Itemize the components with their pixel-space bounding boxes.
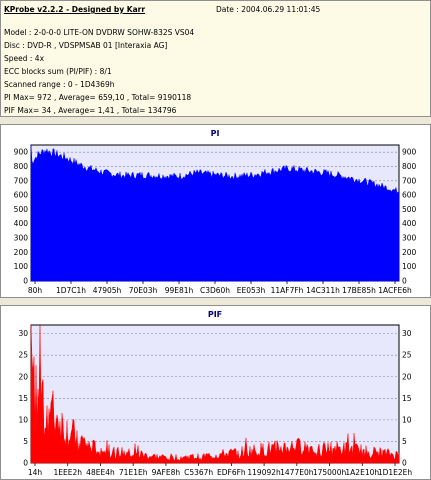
x-tick-label: 14C311h <box>306 286 340 295</box>
drive-model: Model : 2-0-0-0 LITE-ON DVDRW SOHW-832S … <box>4 28 195 37</box>
data-series-area <box>30 144 400 282</box>
x-tick-label: 1D7C1h <box>56 286 86 295</box>
x-tick-label: 47905h <box>93 286 122 295</box>
data-series-area <box>30 324 400 464</box>
y-tick-label-right: 10 <box>402 415 412 424</box>
y-tick-label-left: 700 <box>14 176 29 185</box>
x-tick-label: 1ACFE6h <box>378 286 412 295</box>
y-tick-label-left: 30 <box>18 329 28 338</box>
y-tick-label-left: 0 <box>23 277 28 286</box>
y-tick-label-left: 500 <box>14 205 29 214</box>
y-tick-label-right: 800 <box>402 162 417 171</box>
x-tick-label: 1A2E10h <box>345 468 379 477</box>
x-tick-label: C5367h <box>184 468 213 477</box>
scan-info-panel: KProbe v2.2.2 - Designed by Karr Date : … <box>0 0 431 117</box>
scan-speed: Speed : 4x <box>4 54 45 63</box>
y-tick-label-left: 15 <box>18 394 28 403</box>
x-tick-label: 1EEE2h <box>53 468 82 477</box>
y-tick-label-left: 200 <box>14 248 29 257</box>
y-tick-label-left: 25 <box>18 351 28 360</box>
y-tick-label-right: 700 <box>402 176 417 185</box>
app-title: KProbe v2.2.2 - Designed by Karr <box>4 5 146 14</box>
y-tick-label-left: 900 <box>14 148 29 157</box>
pi-stats: PI Max= 972 , Average= 659,10 , Total= 9… <box>4 93 192 102</box>
y-tick-label-right: 5 <box>402 437 407 446</box>
y-tick-label-right: 25 <box>402 351 412 360</box>
x-tick-label: C3D60h <box>200 286 230 295</box>
y-tick-label-right: 900 <box>402 148 417 157</box>
x-tick-label: 175000h <box>313 468 347 477</box>
pif-chart: PIF 0 0 5 5 10 10 15 15 20 20 25 25 30 30 14h 1EEE2h 48EE… <box>18 310 413 477</box>
pif-chart-panel: PIF 0 0 5 5 10 10 15 15 20 20 25 25 30 30 14h 1EEE2h 48EE… <box>0 305 431 480</box>
ecc-blocks: ECC blocks sum (PI/PIF) : 8/1 <box>4 67 112 76</box>
x-tick-label: EE053h <box>237 286 266 295</box>
y-tick-label-right: 15 <box>402 394 412 403</box>
y-tick-label-right: 600 <box>402 191 417 200</box>
y-tick-label-right: 0 <box>402 277 407 286</box>
x-tick-label: 80h <box>28 286 43 295</box>
y-tick-label-right: 400 <box>402 219 417 228</box>
scan-date: Date : 2004.06.29 11:01:45 <box>216 5 321 14</box>
disc-info: Disc : DVD-R , VDSPMSAB 01 [Interaxia AG… <box>4 41 168 50</box>
y-tick-label-right: 300 <box>402 234 417 243</box>
y-tick-label-left: 400 <box>14 219 29 228</box>
y-tick-label-right: 500 <box>402 205 417 214</box>
x-tick-label: 11AF7Fh <box>271 286 304 295</box>
y-tick-label-left: 5 <box>23 437 28 446</box>
y-tick-label-right: 30 <box>402 329 412 338</box>
chart-title: PIF <box>208 310 222 319</box>
x-tick-label: EDF6Fh <box>217 468 246 477</box>
x-tick-label: 1D1E2Eh <box>378 468 413 477</box>
x-tick-label: 70E03h <box>129 286 158 295</box>
pi-chart-panel: PI 0 0 100 100 200 200 300 300 400 400 500 500 600 600… <box>0 124 431 298</box>
pi-chart: PI 0 0 100 100 200 200 300 300 400 400 500 500 600 600… <box>14 129 417 295</box>
chart-title: PI <box>211 129 220 138</box>
y-tick-label-left: 10 <box>18 415 28 424</box>
y-tick-label-right: 100 <box>402 262 417 271</box>
x-tick-label: 119092h <box>247 468 281 477</box>
x-tick-label: 17BE85h <box>342 286 376 295</box>
y-tick-label-left: 800 <box>14 162 29 171</box>
y-tick-label-left: 100 <box>14 262 29 271</box>
scanned-range: Scanned range : 0 - 1D4369h <box>4 80 115 89</box>
y-tick-label-right: 0 <box>402 459 407 468</box>
x-tick-label: 14h <box>28 468 43 477</box>
pif-stats: PIF Max= 34 , Average= 1,41 , Total= 134… <box>4 106 177 115</box>
y-tick-label-right: 20 <box>402 372 412 381</box>
y-tick-label-right: 200 <box>402 248 417 257</box>
x-tick-label: 71E1Eh <box>119 468 148 477</box>
y-tick-label-left: 0 <box>23 459 28 468</box>
x-tick-label: 1477E0h <box>280 468 314 477</box>
y-tick-label-left: 20 <box>18 372 28 381</box>
y-tick-label-left: 600 <box>14 191 29 200</box>
x-tick-label: 48EE4h <box>86 468 115 477</box>
y-tick-label-left: 300 <box>14 234 29 243</box>
x-tick-label: 99E81h <box>165 286 194 295</box>
x-tick-label: 9AFE8h <box>152 468 181 477</box>
plot-area <box>30 324 400 464</box>
